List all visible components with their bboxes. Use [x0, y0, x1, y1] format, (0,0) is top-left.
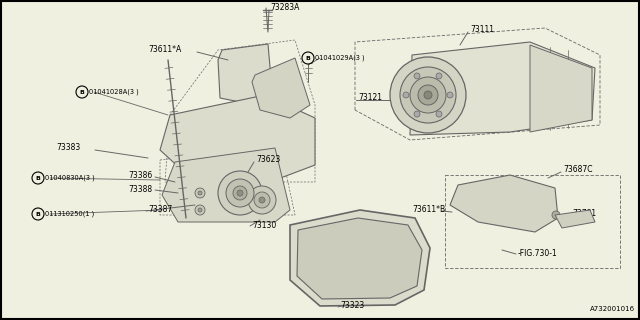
- Circle shape: [218, 171, 262, 215]
- Circle shape: [226, 179, 254, 207]
- Text: 73383: 73383: [56, 143, 80, 153]
- Text: 73611*B: 73611*B: [412, 205, 445, 214]
- Circle shape: [76, 86, 88, 98]
- Polygon shape: [160, 95, 315, 182]
- Text: 73388: 73388: [128, 185, 152, 194]
- Polygon shape: [252, 58, 310, 118]
- Circle shape: [400, 67, 456, 123]
- Text: 73323: 73323: [340, 301, 364, 310]
- Text: 73130: 73130: [252, 220, 276, 229]
- Text: 73111: 73111: [470, 26, 494, 35]
- Circle shape: [32, 172, 44, 184]
- Polygon shape: [290, 210, 430, 306]
- Text: B: B: [79, 90, 84, 94]
- Text: 73611*A: 73611*A: [148, 45, 181, 54]
- Circle shape: [418, 85, 438, 105]
- Polygon shape: [162, 148, 290, 222]
- Circle shape: [424, 91, 432, 99]
- Circle shape: [198, 208, 202, 212]
- Polygon shape: [218, 44, 272, 105]
- Text: 01041029A(3 ): 01041029A(3 ): [315, 55, 365, 61]
- Text: 01040830A(3 ): 01040830A(3 ): [45, 175, 95, 181]
- Circle shape: [254, 192, 270, 208]
- Circle shape: [32, 208, 44, 220]
- Circle shape: [237, 190, 243, 196]
- Polygon shape: [410, 42, 595, 135]
- Text: B: B: [305, 55, 310, 60]
- Circle shape: [436, 73, 442, 79]
- Text: B: B: [36, 212, 40, 217]
- Text: 73121: 73121: [358, 93, 382, 102]
- Polygon shape: [450, 175, 558, 232]
- Text: B: B: [36, 175, 40, 180]
- Circle shape: [447, 92, 453, 98]
- Polygon shape: [530, 45, 592, 132]
- Text: 73386: 73386: [128, 171, 152, 180]
- Circle shape: [248, 186, 276, 214]
- Circle shape: [390, 57, 466, 133]
- Text: 01041028A(3 ): 01041028A(3 ): [89, 89, 139, 95]
- Circle shape: [198, 191, 202, 195]
- Text: 73623: 73623: [256, 156, 280, 164]
- Circle shape: [552, 211, 560, 219]
- Circle shape: [302, 52, 314, 64]
- Circle shape: [195, 205, 205, 215]
- Text: 73283A: 73283A: [270, 4, 300, 12]
- Circle shape: [403, 92, 409, 98]
- Circle shape: [259, 197, 265, 203]
- Text: 011310250(1 ): 011310250(1 ): [45, 211, 94, 217]
- Circle shape: [195, 188, 205, 198]
- Polygon shape: [555, 210, 595, 228]
- Circle shape: [414, 73, 420, 79]
- Circle shape: [233, 186, 247, 200]
- Text: 73687C: 73687C: [563, 165, 593, 174]
- Text: 73781: 73781: [572, 210, 596, 219]
- Circle shape: [436, 111, 442, 117]
- Text: -FIG.730-1: -FIG.730-1: [518, 249, 557, 258]
- Circle shape: [414, 111, 420, 117]
- Text: A732001016: A732001016: [590, 306, 635, 312]
- Circle shape: [410, 77, 446, 113]
- Text: 73387: 73387: [148, 205, 172, 214]
- Polygon shape: [297, 218, 422, 299]
